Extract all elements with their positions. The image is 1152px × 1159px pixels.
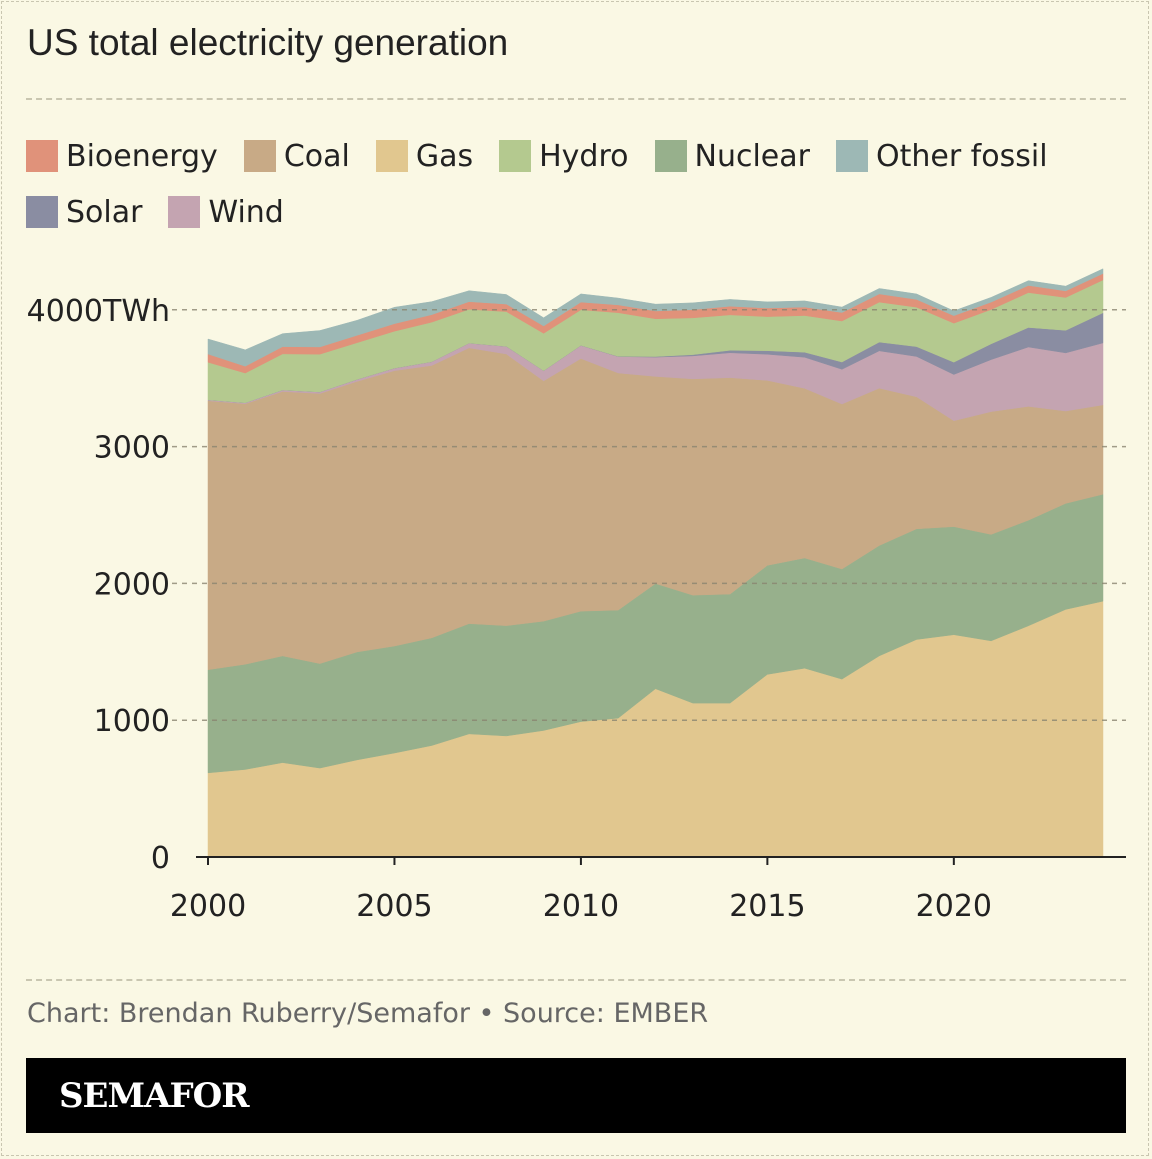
legend-item-nuclear: Nuclear: [654, 137, 810, 175]
legend-swatch: [654, 140, 687, 172]
area-other-fossil: [207, 268, 1104, 367]
legend-item-wind: Wind: [168, 193, 284, 231]
legend-label: Gas: [415, 138, 474, 174]
legend-swatch: [168, 196, 201, 228]
legend-swatch: [835, 140, 868, 172]
y-tick-label: 1000: [94, 704, 170, 739]
x-tick-label: 2000: [170, 889, 246, 924]
legend-label: Hydro: [539, 138, 629, 174]
legend-label: Bioenergy: [66, 138, 218, 174]
legend: Bioenergy Coal Gas Hydro Nuclear Other fossil…: [26, 137, 1126, 231]
y-tick-label: 2000: [94, 567, 170, 602]
legend-item-other-fossil: Other fossil: [835, 137, 1048, 175]
x-tick-label: 2020: [916, 889, 992, 924]
x-tick-label: 2005: [356, 889, 432, 924]
legend-item-gas: Gas: [375, 137, 474, 175]
x-tick-label: 2015: [729, 889, 805, 924]
legend-item-coal: Coal: [243, 137, 350, 175]
legend-label: Nuclear: [694, 138, 810, 174]
y-tick-label: 3000: [94, 431, 170, 466]
y-tick-label: 4000TWh: [27, 294, 170, 329]
legend-swatch: [499, 140, 532, 172]
source-note: Chart: Brendan Ruberry/Semafor • Source:…: [27, 998, 709, 1029]
y-tick-label: 0: [151, 841, 170, 876]
legend-label: Other fossil: [875, 138, 1048, 174]
legend-item-solar: Solar: [26, 193, 142, 231]
semafor-logo: SEMAFOR: [59, 1076, 249, 1116]
legend-item-hydro: Hydro: [499, 137, 629, 175]
legend-swatch: [26, 140, 58, 172]
chart-title: US total electricity generation: [27, 22, 509, 63]
chart-plot: 0 1000 2000 3000 4000TWh 2000 2005 2010 2015 2020: [27, 268, 1126, 924]
legend-item-bioenergy: Bioenergy: [26, 137, 218, 175]
legend-label: Solar: [66, 194, 143, 230]
legend-label: Wind: [208, 194, 284, 230]
brand-bar: SEMAFOR: [26, 1058, 1126, 1133]
divider: [26, 98, 1126, 100]
legend-swatch: [375, 140, 408, 172]
legend-swatch: [26, 196, 58, 228]
x-tick-label: 2010: [543, 889, 619, 924]
divider: [26, 979, 1126, 981]
legend-label: Coal: [283, 138, 350, 174]
legend-swatch: [243, 140, 276, 172]
